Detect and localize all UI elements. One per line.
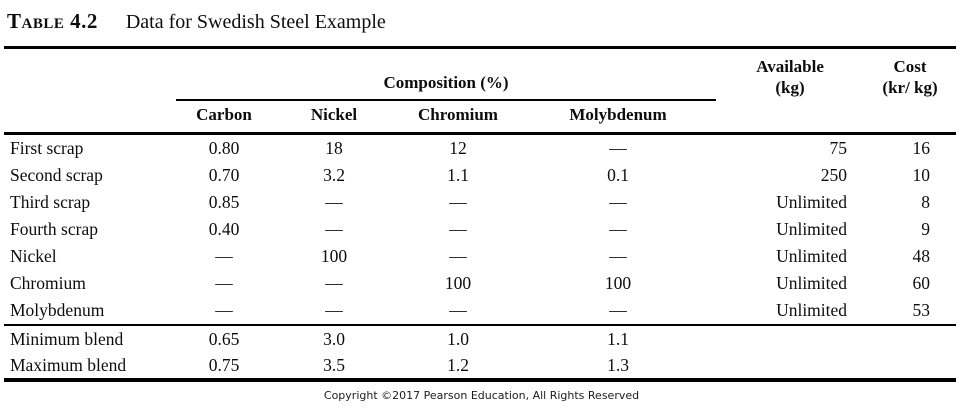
column-header-molybdenum: Molybdenum [569, 105, 667, 124]
cell-carbon: — [215, 273, 233, 293]
table-caption: Data for Swedish Steel Example [125, 11, 386, 33]
cell-molybdenum: — [609, 246, 627, 266]
row-label: Third scrap [10, 192, 91, 212]
cell-chromium: 1.2 [396, 352, 520, 382]
cell-available: Unlimited [776, 219, 848, 239]
table-row: Minimum blend 0.65 3.0 1.0 1.1 [4, 324, 957, 352]
data-table: Composition (%) Available (kg) Cost (kr/… [4, 46, 957, 382]
cell-available: Unlimited [776, 246, 848, 266]
cost-header: Cost (kr/ kg) [864, 46, 957, 134]
cell-nickel: 18 [272, 132, 396, 162]
copyright-footer: Copyright ©2017 Pearson Education, All R… [323, 389, 640, 402]
cell-nickel: — [325, 300, 343, 320]
cell-chromium: 1.1 [447, 165, 469, 185]
cell-chromium: 1.0 [396, 324, 520, 352]
table-row: Maximum blend 0.75 3.5 1.2 1.3 [4, 352, 957, 382]
row-label: Maximum blend [4, 352, 176, 382]
row-label: Chromium [10, 273, 86, 293]
table-row: Third scrap 0.85 — — — Unlimited 8 [4, 189, 956, 216]
available-header: Available (kg) [716, 46, 865, 134]
cell-carbon: — [215, 300, 233, 320]
cell-cost: 9 [921, 219, 931, 239]
table-body: First scrap 0.80 18 12 — 75 16 Second sc… [4, 132, 957, 326]
available-header-line1: Available [756, 57, 824, 76]
cell-chromium: — [449, 219, 467, 239]
cost-header-line2: (kr/ kg) [882, 78, 938, 97]
row-label: Fourth scrap [10, 219, 98, 239]
cell-available: Unlimited [776, 273, 848, 293]
table-title: Table 4.2 Data for Swedish Steel Example [0, 0, 963, 34]
cell-carbon: 0.65 [176, 324, 272, 352]
table-row: First scrap 0.80 18 12 — 75 16 [4, 132, 957, 162]
cell-available [716, 352, 865, 382]
cell-cost: 53 [912, 300, 931, 320]
cell-nickel: 3.2 [323, 165, 345, 185]
blend-section: Minimum blend 0.65 3.0 1.0 1.1 Maximum b… [4, 324, 957, 382]
cell-nickel: 3.0 [272, 324, 396, 352]
cell-molybdenum: 100 [604, 273, 632, 293]
cell-nickel: — [325, 192, 343, 212]
table-row: Fourth scrap 0.40 — — — Unlimited 9 [4, 216, 956, 243]
cell-cost: 60 [912, 273, 931, 293]
cell-carbon: — [215, 246, 233, 266]
cell-nickel: 100 [320, 246, 348, 266]
cell-carbon: 0.40 [208, 219, 240, 239]
cell-nickel: — [325, 273, 343, 293]
cell-cost [864, 324, 957, 352]
group-header-row: Composition (%) Available (kg) Cost (kr/… [4, 46, 957, 134]
header-spacer [4, 100, 176, 134]
cell-nickel: 3.5 [272, 352, 396, 382]
table-number: Table 4.2 [7, 9, 98, 33]
cell-chromium: — [449, 300, 467, 320]
cell-chromium: — [449, 192, 467, 212]
cell-molybdenum: 0.1 [607, 165, 629, 185]
cell-available: Unlimited [776, 300, 848, 320]
column-header-nickel: Nickel [310, 105, 358, 124]
cell-carbon: 0.75 [176, 352, 272, 382]
header-spacer [4, 46, 176, 100]
cell-available: Unlimited [776, 192, 848, 212]
cell-molybdenum: — [609, 219, 627, 239]
column-header-chromium: Chromium [418, 105, 498, 124]
row-label: First scrap [4, 132, 176, 162]
cell-cost [864, 352, 957, 382]
cell-chromium: 100 [444, 273, 472, 293]
cell-cost: 48 [912, 246, 931, 266]
table-row: Nickel — 100 — — Unlimited 48 [4, 243, 956, 270]
cell-molybdenum: — [609, 192, 627, 212]
row-label: Minimum blend [4, 324, 176, 352]
row-label: Second scrap [10, 165, 103, 185]
table-row: Chromium — — 100 100 Unlimited 60 [4, 270, 956, 297]
cell-chromium: — [449, 246, 467, 266]
cell-cost: 10 [912, 165, 931, 185]
cell-carbon: 0.80 [176, 132, 272, 162]
cell-available: 75 [716, 132, 865, 162]
cell-nickel: — [325, 219, 343, 239]
cell-available: 250 [820, 165, 848, 185]
composition-group-header: Composition (%) [176, 46, 717, 101]
cell-available [716, 324, 865, 352]
row-label: Nickel [10, 246, 57, 266]
cell-carbon: 0.85 [208, 192, 240, 212]
row-label: Molybdenum [10, 300, 105, 320]
available-header-line2: (kg) [775, 78, 805, 97]
cell-molybdenum: — [609, 300, 627, 320]
cell-cost: 8 [921, 192, 931, 212]
cell-cost: 16 [864, 132, 957, 162]
cell-molybdenum: 1.3 [520, 352, 717, 382]
table-row: Molybdenum — — — — Unlimited 53 [4, 297, 956, 325]
table-row: Second scrap 0.70 3.2 1.1 0.1 250 10 [4, 162, 956, 189]
cell-molybdenum: 1.1 [520, 324, 717, 352]
cell-molybdenum: — [520, 132, 717, 162]
table-header: Composition (%) Available (kg) Cost (kr/… [4, 46, 957, 134]
cell-chromium: 12 [396, 132, 520, 162]
column-header-row: Carbon Nickel Chromium Molybdenum [4, 100, 956, 134]
cost-header-line1: Cost [893, 57, 927, 76]
cell-carbon: 0.70 [208, 165, 240, 185]
column-header-carbon: Carbon [196, 105, 252, 124]
